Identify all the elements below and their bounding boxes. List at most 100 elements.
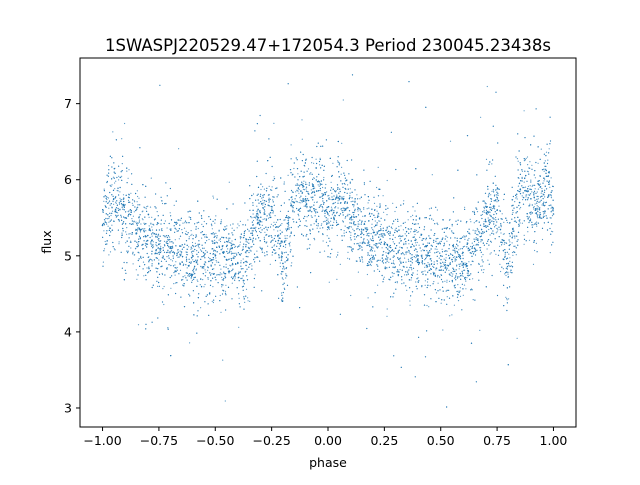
scatter-point: [421, 286, 423, 288]
scatter-point: [292, 205, 294, 207]
scatter-point: [289, 235, 291, 237]
scatter-point: [539, 183, 541, 185]
scatter-point: [317, 184, 319, 186]
scatter-point: [243, 296, 245, 298]
scatter-point: [149, 243, 152, 245]
scatter-point: [180, 253, 182, 255]
scatter-point: [115, 202, 117, 204]
scatter-point: [414, 238, 417, 240]
scatter-point: [129, 201, 131, 203]
scatter-point: [433, 261, 435, 263]
scatter-point: [325, 241, 328, 243]
scatter-point: [175, 267, 177, 269]
scatter-point: [177, 256, 179, 258]
scatter-point: [143, 275, 145, 277]
scatter-point: [377, 214, 379, 216]
scatter-point: [252, 227, 254, 229]
scatter-point: [273, 245, 275, 247]
scatter-point: [549, 116, 551, 118]
scatter-point: [302, 153, 304, 156]
scatter-point: [180, 219, 182, 221]
scatter-point: [414, 242, 417, 244]
scatter-point: [401, 235, 403, 237]
scatter-point: [137, 195, 139, 198]
scatter-point: [251, 246, 253, 248]
scatter-point: [121, 138, 123, 140]
scatter-point: [408, 232, 410, 234]
scatter-point: [498, 236, 500, 238]
scatter-point: [282, 268, 284, 270]
scatter-point: [189, 295, 191, 297]
scatter-point: [456, 264, 458, 266]
scatter-point: [161, 202, 164, 205]
scatter-point: [318, 173, 320, 175]
scatter-point: [118, 241, 120, 243]
scatter-point: [252, 213, 254, 215]
scatter-point: [436, 248, 438, 250]
scatter-point: [459, 295, 462, 297]
scatter-point: [231, 270, 233, 272]
scatter-point: [118, 243, 120, 245]
scatter-point: [320, 204, 322, 206]
scatter-point: [229, 248, 231, 250]
scatter-point: [537, 208, 539, 210]
scatter-point: [371, 223, 373, 225]
scatter-point: [156, 236, 158, 238]
scatter-point: [273, 176, 275, 178]
scatter-point: [504, 256, 506, 258]
scatter-point: [357, 271, 359, 273]
scatter-point: [207, 269, 209, 271]
scatter-point: [333, 221, 335, 223]
scatter-point: [527, 185, 530, 187]
scatter-point: [325, 192, 327, 194]
scatter-point: [190, 218, 192, 220]
scatter-point: [487, 217, 489, 219]
scatter-point: [347, 251, 349, 253]
scatter-point: [104, 240, 106, 243]
scatter-point: [367, 202, 369, 204]
scatter-point: [373, 230, 375, 232]
scatter-point: [511, 265, 513, 267]
scatter-point: [456, 237, 458, 239]
scatter-point: [470, 221, 472, 223]
scatter-point: [398, 249, 400, 251]
scatter-point: [195, 235, 198, 237]
scatter-point: [304, 204, 307, 206]
scatter-point: [240, 260, 242, 262]
scatter-point: [242, 289, 244, 291]
scatter-point: [108, 207, 110, 209]
scatter-point: [186, 254, 189, 256]
scatter-point: [337, 160, 339, 162]
scatter-point: [537, 206, 539, 208]
scatter-point: [273, 122, 275, 124]
scatter-point: [343, 209, 345, 211]
scatter-point: [550, 195, 553, 197]
scatter-point: [439, 266, 442, 268]
scatter-point: [113, 203, 115, 205]
scatter-point: [130, 192, 132, 194]
scatter-point: [227, 259, 229, 261]
scatter-point: [530, 211, 532, 213]
scatter-point: [289, 245, 291, 247]
scatter-point: [168, 236, 171, 238]
scatter-point: [215, 260, 217, 262]
scatter-point: [279, 243, 281, 245]
scatter-point: [214, 222, 216, 224]
scatter-point: [511, 251, 514, 254]
scatter-point: [114, 188, 116, 190]
scatter-point: [501, 239, 503, 241]
scatter-point: [158, 240, 160, 242]
scatter-point: [534, 188, 536, 190]
scatter-point: [523, 181, 525, 183]
scatter-point: [503, 198, 505, 201]
scatter-point: [488, 222, 490, 224]
scatter-point: [435, 269, 437, 271]
scatter-point: [311, 162, 313, 164]
scatter-point: [190, 248, 192, 250]
scatter-point: [316, 176, 318, 178]
scatter-point: [426, 250, 428, 252]
scatter-point: [353, 230, 355, 232]
scatter-point: [304, 215, 306, 218]
scatter-point: [359, 259, 361, 261]
scatter-point: [290, 144, 292, 146]
